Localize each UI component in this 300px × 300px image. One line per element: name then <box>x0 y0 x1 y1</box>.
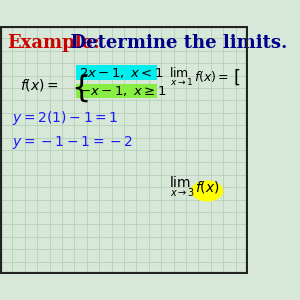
Ellipse shape <box>191 180 223 202</box>
Text: $\{$: $\{$ <box>71 72 88 104</box>
FancyBboxPatch shape <box>76 84 157 98</box>
Text: Example:: Example: <box>8 34 100 52</box>
Text: $\lim$: $\lim$ <box>169 175 191 190</box>
Text: $x \to 1$: $x \to 1$ <box>170 76 194 87</box>
Text: $f(x) = $: $f(x) = $ <box>20 77 58 94</box>
Text: $2x-1, \; x < 1$: $2x-1, \; x < 1$ <box>80 66 164 80</box>
Text: $[$: $[$ <box>233 67 240 87</box>
Text: Determine the limits.: Determine the limits. <box>58 34 288 52</box>
FancyBboxPatch shape <box>76 65 157 80</box>
Text: $-x-1, \; x \geq 1$: $-x-1, \; x \geq 1$ <box>80 84 167 98</box>
Text: $f(x)$: $f(x)$ <box>195 179 219 195</box>
Text: $\lim$: $\lim$ <box>169 66 189 80</box>
Text: $y = 2(1) - 1 = 1$: $y = 2(1) - 1 = 1$ <box>12 109 119 127</box>
Text: $y = -1 - 1 = -2$: $y = -1 - 1 = -2$ <box>12 134 133 151</box>
Text: $x \to 3$: $x \to 3$ <box>170 186 195 198</box>
Text: $f(x) = $: $f(x) = $ <box>194 69 229 84</box>
